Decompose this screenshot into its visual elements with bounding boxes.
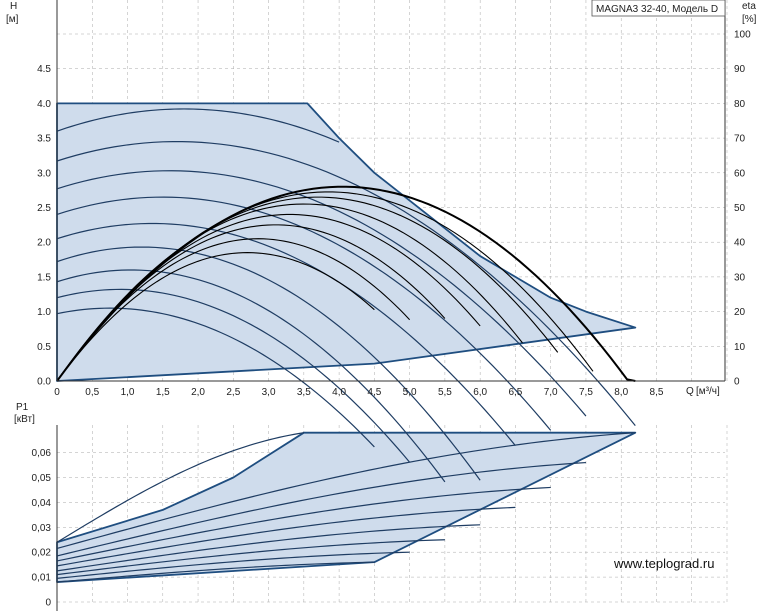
x-tick-label: 2,5 [226,387,240,398]
x-tick-label: 1,0 [121,387,135,398]
y-tick-label-eta: 90 [734,64,746,75]
x-tick-label: 4,0 [332,387,346,398]
power-curve [56,524,481,572]
head-curve [56,288,411,463]
x-tick-label: 5,0 [403,387,417,398]
y-tick-label-eta: 70 [734,134,746,145]
x-tick-label: 8,5 [650,387,664,398]
y-tick-label-head: 1.0 [37,307,51,318]
x-tick-label: 3,5 [297,387,311,398]
y-tick-label-power: 0,03 [32,523,52,534]
power-curves [56,432,636,583]
x-tick-label: 4,5 [367,387,381,398]
title-box [591,0,726,17]
head-curves [56,108,636,483]
axes [56,0,726,611]
x-tick-label: 0 [54,387,60,398]
x-axis-label: Q [686,386,694,397]
head-curve [56,170,587,417]
x-tick-label: 3,0 [262,387,276,398]
power-curve [56,551,410,579]
y-tick-label-head: 3.0 [37,168,51,179]
y-tick-label-head: 0.0 [37,377,51,388]
x-tick-label: 7,5 [579,387,593,398]
x-tick-label: 7,0 [544,387,558,398]
power-curve [56,461,586,557]
y-axis-label-eta: eta [742,1,756,12]
y-tick-label-eta: 40 [734,238,746,249]
y-tick-label-eta: 80 [734,99,746,110]
y-tick-label-head: 2.5 [37,203,51,214]
tick-labels: 0 0,5 1,0 1,5 2,0 2,5 3,0 3,5 4,0 4,5 5,0 5,5 6,0 6,5… [32,30,752,609]
y-tick-label-power: 0,05 [32,473,52,484]
y-tick-label-head: 3.5 [37,134,51,145]
x-tick-label: 1,5 [156,387,170,398]
y-tick-label-power: 0,02 [32,548,52,559]
y-tick-label-power: 0,06 [32,448,52,459]
power-curve [56,486,551,562]
y-tick-label-power: 0,04 [32,498,52,509]
y-tick-label-head: 1.5 [37,272,51,283]
x-tick-label: 5,5 [438,387,452,398]
y-tick-label-head: 0.5 [37,342,51,353]
head-envelope-fill [56,102,637,382]
head-curve [56,246,481,481]
head-curve [56,307,375,448]
y-tick-label-head: 4.0 [37,99,51,110]
head-curve [56,140,636,427]
y-tick-label-power: 0 [45,598,51,609]
y-tick-label-eta: 0 [734,377,740,388]
eta-curve [56,252,375,382]
power-curve [56,506,516,567]
chart-title: MAGNA3 32-40, Модель D [596,4,718,15]
head-curve [56,269,446,483]
head-envelope [56,102,637,382]
x-tick-label: 6,0 [473,387,487,398]
watermark: www.teplograd.ru [613,556,714,571]
eta-curve [56,185,636,382]
power-curve [56,432,304,543]
y-tick-label-eta: 100 [734,30,751,41]
x-tick-label: 8,0 [614,387,628,398]
y-tick-label-power: 0,01 [32,573,52,584]
power-curve [56,539,445,576]
x-tick-label: 2,0 [191,387,205,398]
efficiency-curves [56,185,636,382]
x-tick-label: 6,5 [508,387,522,398]
power-curve [56,561,375,583]
y-tick-label-head: 4.5 [37,64,51,75]
x-tick-label: 0,5 [85,387,99,398]
head-curve [56,108,340,143]
y-tick-label-eta: 30 [734,272,746,283]
y-tick-label-eta: 20 [734,307,746,318]
x-axis-unit: [м³/ч] [696,386,720,397]
y-tick-label-eta: 10 [734,342,746,353]
power-curve [56,432,636,550]
y-axis-unit-power: [кВт] [14,414,35,425]
eta-curve [56,191,594,382]
y-axis-label-head: H [10,1,17,12]
y-axis-unit-eta: [%] [742,14,757,25]
y-tick-label-eta: 60 [734,168,746,179]
head-curve [56,222,516,447]
y-axis-unit-head: [м] [6,14,19,25]
y-tick-label-head: 2.0 [37,238,51,249]
y-tick-label-eta: 50 [734,203,746,214]
y-axis-label-power: P1 [16,402,29,413]
